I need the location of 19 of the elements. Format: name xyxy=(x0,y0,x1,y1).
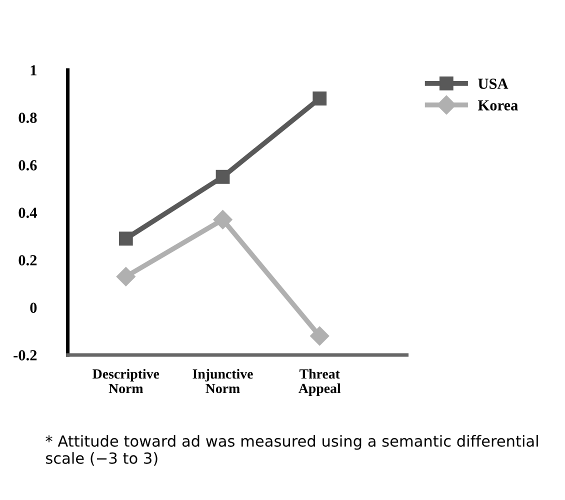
x-tick-label: Descriptive Norm xyxy=(92,368,160,394)
point xyxy=(118,232,133,246)
y-tick-label: 1 xyxy=(30,65,36,76)
x-tick-label: Threat Appeal xyxy=(298,368,341,396)
legend-label: USA xyxy=(478,78,508,89)
y-tick-label: 0.4 xyxy=(18,208,37,218)
y-tick-label: -0.2 xyxy=(14,350,37,361)
point xyxy=(116,267,136,286)
point xyxy=(216,170,230,184)
y-tick-label: 0 xyxy=(30,302,37,313)
text: * Attitude toward ad was measured using a semantic differential scale (−3 to 3) xyxy=(46,435,538,466)
point xyxy=(213,210,232,230)
y-tick-label: 0.6 xyxy=(18,160,37,171)
y-tick-label: 0.2 xyxy=(18,255,37,266)
point xyxy=(310,326,330,346)
legend-label: Korea xyxy=(478,100,518,110)
x-tick-label: Injunctive Norm xyxy=(192,368,253,394)
y-tick-label: 0.8 xyxy=(18,112,37,124)
point xyxy=(312,92,327,106)
